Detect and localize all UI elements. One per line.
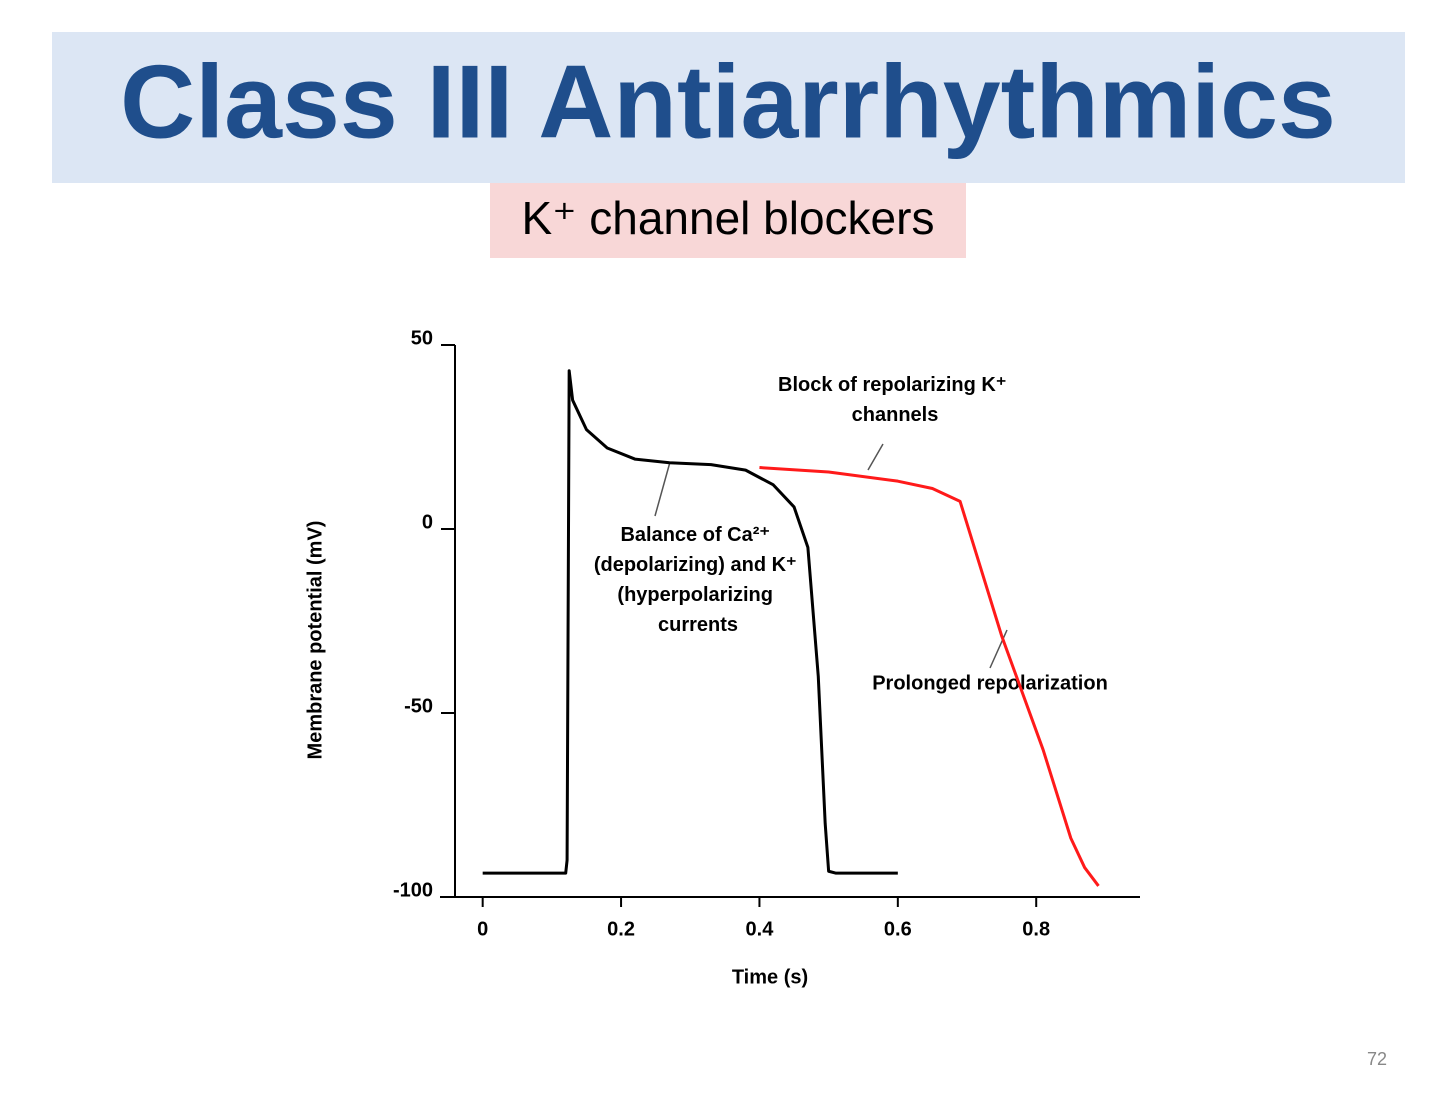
x-tick-label: 0.8 [1022,918,1050,940]
annotation-line: (hyperpolarizing [617,584,773,606]
annotation-line: channels [852,404,939,426]
leader-line [989,629,1008,669]
data-line [759,466,1100,887]
page-number: 72 [1367,1049,1387,1069]
y-tick-label: 50 [411,327,433,349]
slide-subtitle: K⁺ channel blockers [522,192,935,244]
slide-title: Class III Antiarrhythmics [120,44,1336,160]
y-tick-label: -100 [393,879,433,901]
annotation-line: (depolarizing) and K⁺ [594,554,797,576]
data-line [482,369,898,875]
subtitle-box [490,183,966,258]
title-banner [52,32,1405,183]
leader-line [867,443,884,471]
x-axis-label: Time (s) [732,966,808,988]
annotation: Balance of Ca²⁺ (depolarizing) and K⁺ (h… [594,524,802,636]
x-tick-label: 0.4 [746,918,775,940]
x-tick-label: 0.2 [607,918,635,940]
y-tick-label: -50 [404,695,433,717]
annotation-line: currents [658,614,738,636]
y-tick-label: 0 [422,511,433,533]
annotation-line: Block of repolarizing K⁺ [778,374,1006,396]
x-tick-label: 0 [477,918,488,940]
leader-line [654,461,671,517]
x-tick-label: 0.6 [884,918,912,940]
annotation-line: Balance of Ca²⁺ [620,524,769,546]
annotation: Block of repolarizing K⁺ channels [778,374,1012,426]
y-axis-label: Membrane potential (mV) [304,521,326,760]
annotation: Prolonged repolarization [872,672,1108,694]
